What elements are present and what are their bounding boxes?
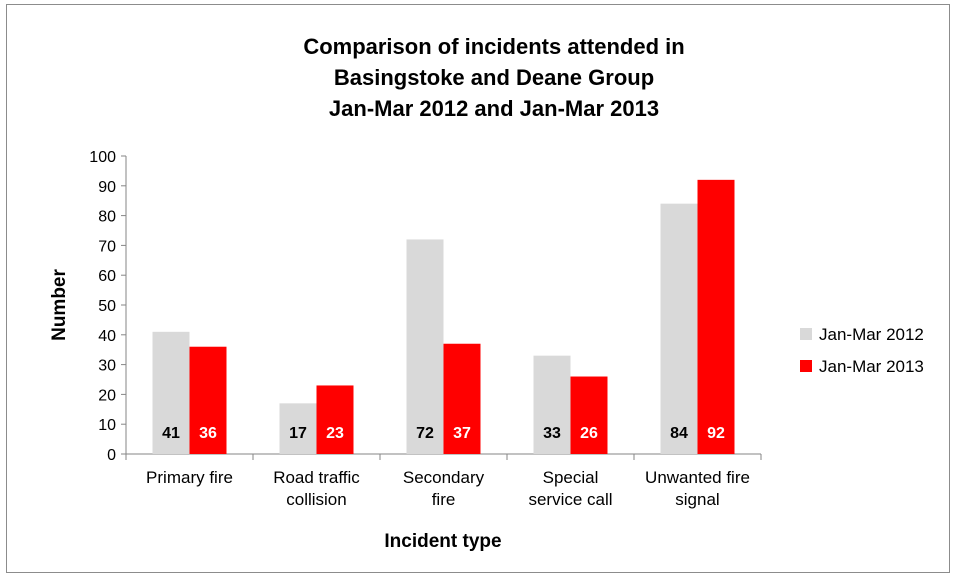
bar-2013 xyxy=(189,346,227,454)
bar-2013 xyxy=(697,179,735,454)
x-category-label: Road traffic xyxy=(273,468,360,487)
bar-2012 xyxy=(533,355,571,454)
chart-title-line: Basingstoke and Deane Group xyxy=(334,65,654,90)
data-label: 33 xyxy=(543,425,561,442)
x-category-label: Secondary xyxy=(403,468,485,487)
data-label: 23 xyxy=(326,425,344,442)
x-category-label: fire xyxy=(432,490,456,509)
data-label: 72 xyxy=(416,425,434,442)
x-category-label: Primary fire xyxy=(146,468,233,487)
data-label: 84 xyxy=(670,425,688,442)
x-category-label: signal xyxy=(675,490,719,509)
chart-title-line: Jan-Mar 2012 and Jan-Mar 2013 xyxy=(329,96,659,121)
bar-2013 xyxy=(443,343,481,454)
bar-chart: Comparison of incidents attended in Basin… xyxy=(49,34,924,552)
bar-2012 xyxy=(406,239,444,454)
x-axis-title: Incident type xyxy=(384,531,501,552)
legend-label: Jan-Mar 2013 xyxy=(819,357,924,376)
legend-swatch-2013 xyxy=(800,360,812,372)
chart-frame: Comparison of incidents attended in Basin… xyxy=(6,4,950,573)
y-tick-label: 60 xyxy=(98,268,116,285)
x-category-label: service call xyxy=(528,490,612,509)
data-label: 36 xyxy=(199,425,217,442)
bar-2013 xyxy=(570,376,608,454)
chart-title-line: Comparison of incidents attended in xyxy=(303,34,684,59)
y-tick-label: 100 xyxy=(89,149,116,166)
bar-2013 xyxy=(316,385,354,454)
bar-2012 xyxy=(152,331,190,454)
y-tick-label: 20 xyxy=(98,387,116,404)
y-tick-label: 0 xyxy=(107,447,116,464)
data-label: 17 xyxy=(289,425,307,442)
bar-2012 xyxy=(660,203,698,454)
y-tick-label: 40 xyxy=(98,328,116,345)
x-category-label: Special xyxy=(543,468,599,487)
y-tick-label: 30 xyxy=(98,358,116,375)
data-label: 41 xyxy=(162,425,180,442)
y-tick-label: 70 xyxy=(98,238,116,255)
y-tick-label: 80 xyxy=(98,209,116,226)
x-category-label: Unwanted fire xyxy=(645,468,750,487)
bar-2012 xyxy=(279,403,317,454)
y-axis-title: Number xyxy=(49,269,70,341)
data-label: 92 xyxy=(707,425,725,442)
legend-label: Jan-Mar 2012 xyxy=(819,325,924,344)
y-tick-label: 90 xyxy=(98,179,116,196)
data-label: 26 xyxy=(580,425,598,442)
x-category-label: collision xyxy=(286,490,346,509)
y-tick-label: 50 xyxy=(98,298,116,315)
y-tick-label: 10 xyxy=(98,417,116,434)
legend-swatch-2012 xyxy=(800,328,812,340)
data-label: 37 xyxy=(453,425,471,442)
